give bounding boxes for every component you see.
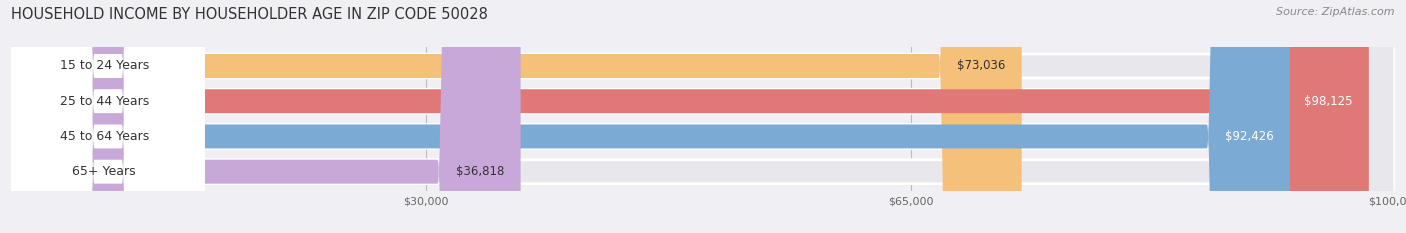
Text: 45 to 64 Years: 45 to 64 Years bbox=[59, 130, 149, 143]
FancyBboxPatch shape bbox=[11, 0, 1395, 233]
Text: HOUSEHOLD INCOME BY HOUSEHOLDER AGE IN ZIP CODE 50028: HOUSEHOLD INCOME BY HOUSEHOLDER AGE IN Z… bbox=[11, 7, 488, 22]
Text: 25 to 44 Years: 25 to 44 Years bbox=[59, 95, 149, 108]
Text: $73,036: $73,036 bbox=[956, 59, 1005, 72]
Text: $36,818: $36,818 bbox=[456, 165, 503, 178]
FancyBboxPatch shape bbox=[11, 0, 1395, 233]
Text: 15 to 24 Years: 15 to 24 Years bbox=[59, 59, 149, 72]
FancyBboxPatch shape bbox=[69, 0, 520, 233]
Text: Source: ZipAtlas.com: Source: ZipAtlas.com bbox=[1277, 7, 1395, 17]
FancyBboxPatch shape bbox=[69, 0, 1289, 233]
FancyBboxPatch shape bbox=[69, 0, 1022, 233]
Text: 65+ Years: 65+ Years bbox=[72, 165, 136, 178]
FancyBboxPatch shape bbox=[11, 0, 1395, 233]
FancyBboxPatch shape bbox=[11, 0, 1395, 233]
Text: $98,125: $98,125 bbox=[1303, 95, 1353, 108]
FancyBboxPatch shape bbox=[11, 0, 205, 233]
FancyBboxPatch shape bbox=[11, 0, 205, 233]
FancyBboxPatch shape bbox=[69, 0, 1369, 233]
Text: $92,426: $92,426 bbox=[1225, 130, 1274, 143]
FancyBboxPatch shape bbox=[11, 0, 205, 233]
FancyBboxPatch shape bbox=[11, 0, 205, 233]
